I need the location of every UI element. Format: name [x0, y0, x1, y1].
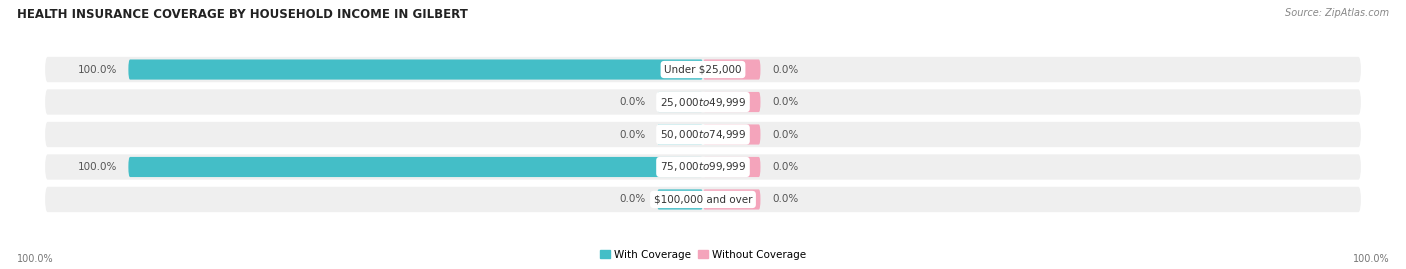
- FancyBboxPatch shape: [703, 189, 761, 210]
- FancyBboxPatch shape: [45, 122, 1361, 147]
- Text: Source: ZipAtlas.com: Source: ZipAtlas.com: [1285, 8, 1389, 18]
- Text: 0.0%: 0.0%: [619, 97, 645, 107]
- Text: HEALTH INSURANCE COVERAGE BY HOUSEHOLD INCOME IN GILBERT: HEALTH INSURANCE COVERAGE BY HOUSEHOLD I…: [17, 8, 468, 21]
- FancyBboxPatch shape: [703, 59, 761, 80]
- Text: 0.0%: 0.0%: [772, 194, 799, 204]
- Text: 0.0%: 0.0%: [619, 129, 645, 140]
- Text: 100.0%: 100.0%: [77, 162, 117, 172]
- Text: 0.0%: 0.0%: [772, 129, 799, 140]
- FancyBboxPatch shape: [45, 89, 1361, 115]
- Text: 0.0%: 0.0%: [772, 162, 799, 172]
- Text: 0.0%: 0.0%: [619, 194, 645, 204]
- FancyBboxPatch shape: [703, 92, 761, 112]
- Text: 100.0%: 100.0%: [17, 254, 53, 264]
- Text: 0.0%: 0.0%: [772, 65, 799, 75]
- Text: 100.0%: 100.0%: [1353, 254, 1389, 264]
- Text: Under $25,000: Under $25,000: [664, 65, 742, 75]
- Text: $25,000 to $49,999: $25,000 to $49,999: [659, 95, 747, 108]
- Legend: With Coverage, Without Coverage: With Coverage, Without Coverage: [596, 245, 810, 264]
- FancyBboxPatch shape: [703, 125, 761, 144]
- FancyBboxPatch shape: [128, 59, 703, 80]
- Text: $75,000 to $99,999: $75,000 to $99,999: [659, 161, 747, 174]
- FancyBboxPatch shape: [703, 157, 761, 177]
- FancyBboxPatch shape: [657, 189, 703, 210]
- FancyBboxPatch shape: [657, 92, 703, 112]
- FancyBboxPatch shape: [45, 57, 1361, 82]
- Text: $50,000 to $74,999: $50,000 to $74,999: [659, 128, 747, 141]
- Text: 100.0%: 100.0%: [77, 65, 117, 75]
- FancyBboxPatch shape: [657, 125, 703, 144]
- FancyBboxPatch shape: [128, 157, 703, 177]
- FancyBboxPatch shape: [45, 187, 1361, 212]
- Text: $100,000 and over: $100,000 and over: [654, 194, 752, 204]
- FancyBboxPatch shape: [45, 154, 1361, 180]
- Text: 0.0%: 0.0%: [772, 97, 799, 107]
